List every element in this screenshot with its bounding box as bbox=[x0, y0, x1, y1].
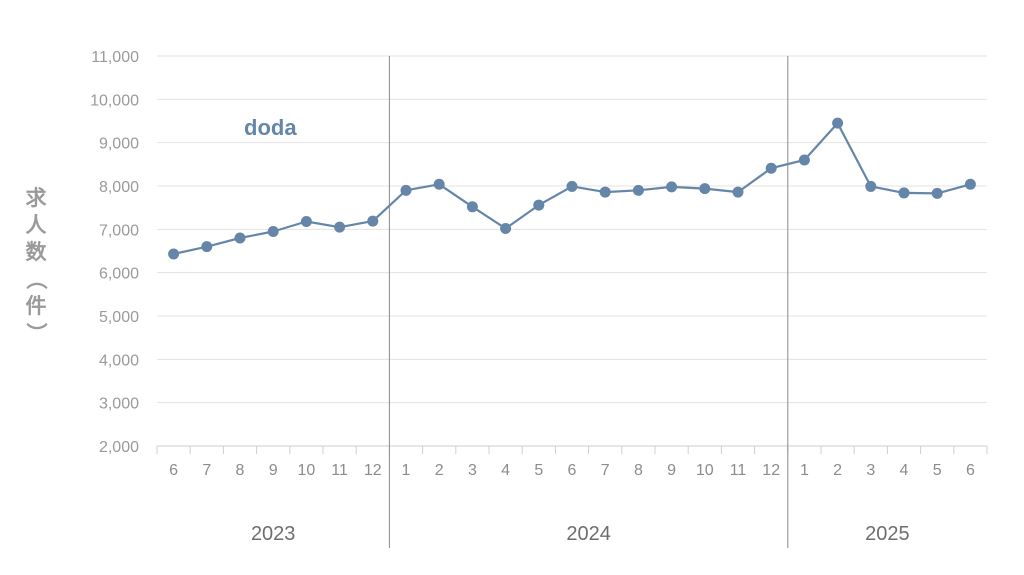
gridlines bbox=[157, 55, 987, 447]
data-point bbox=[765, 162, 777, 174]
x-tick-label: 8 bbox=[634, 462, 643, 479]
y-tick-labels: 2,000 3,000 4,000 5,000 6,000 7,000 8,000 9,000… bbox=[90, 49, 139, 456]
y-tick-label: 9,000 bbox=[99, 136, 139, 153]
x-tick-label: 5 bbox=[933, 462, 942, 479]
y-tick-label: 7,000 bbox=[99, 222, 139, 239]
x-tick-label: 1 bbox=[402, 462, 411, 479]
x-tick-label: 6 bbox=[966, 462, 975, 479]
year-label: 2024 bbox=[566, 523, 611, 545]
y-axis-label-char: （ bbox=[24, 269, 48, 290]
data-point bbox=[798, 154, 810, 166]
x-tick-label: 11 bbox=[730, 462, 747, 479]
x-tick-label: 9 bbox=[269, 462, 278, 479]
x-tick-label: 11 bbox=[331, 462, 348, 479]
data-point bbox=[300, 216, 312, 228]
y-tick-label: 10,000 bbox=[90, 92, 139, 109]
y-axis-label-char: 件 bbox=[26, 295, 47, 318]
year-labels: 2023 2024 2025 bbox=[251, 523, 910, 545]
y-tick-label: 4,000 bbox=[99, 352, 139, 369]
y-tick-label: 8,000 bbox=[99, 179, 139, 196]
y-axis-label-char: 求 bbox=[26, 187, 47, 210]
data-point bbox=[632, 184, 644, 196]
data-point bbox=[267, 226, 279, 237]
data-point bbox=[433, 178, 445, 190]
data-point bbox=[334, 221, 346, 233]
x-tick-label: 2 bbox=[833, 462, 842, 479]
year-label: 2025 bbox=[865, 523, 910, 545]
y-axis-label: 求人数 （ 件 ） bbox=[24, 187, 48, 344]
y-tick-label: 6,000 bbox=[99, 266, 139, 283]
x-tick-label: 7 bbox=[202, 462, 211, 479]
data-point bbox=[201, 241, 213, 253]
data-point bbox=[566, 180, 578, 192]
data-point bbox=[832, 117, 844, 129]
data-point bbox=[234, 232, 246, 244]
data-point bbox=[168, 248, 180, 260]
x-tick-label: 8 bbox=[236, 462, 245, 479]
data-point bbox=[466, 201, 478, 213]
y-axis-label-char: 人 bbox=[26, 214, 47, 237]
x-tick-label: 1 bbox=[800, 462, 809, 479]
data-point bbox=[599, 186, 611, 198]
x-tick-label: 12 bbox=[364, 462, 382, 479]
y-tick-label: 11,000 bbox=[91, 49, 139, 66]
y-tick-label: 3,000 bbox=[99, 396, 139, 413]
series-doda bbox=[168, 117, 976, 260]
x-tick-label: 6 bbox=[169, 462, 178, 479]
x-tick-label: 9 bbox=[667, 462, 676, 479]
x-tick-label: 2 bbox=[435, 462, 444, 479]
data-point bbox=[500, 222, 512, 234]
x-tick-label: 4 bbox=[501, 462, 510, 479]
data-point bbox=[666, 181, 678, 193]
y-axis-label-char: ） bbox=[24, 323, 48, 344]
year-label: 2023 bbox=[251, 523, 296, 545]
y-tick-label: 5,000 bbox=[99, 309, 139, 326]
axes bbox=[156, 56, 988, 548]
x-tick-label: 7 bbox=[601, 462, 610, 479]
data-point bbox=[699, 183, 711, 195]
x-tick-label: 10 bbox=[298, 462, 316, 479]
data-point bbox=[898, 187, 910, 199]
x-tick-label: 4 bbox=[900, 462, 909, 479]
data-point bbox=[367, 215, 379, 227]
data-point bbox=[732, 186, 744, 198]
data-point bbox=[400, 184, 412, 196]
y-tick-label: 2,000 bbox=[99, 439, 139, 456]
data-point bbox=[931, 187, 943, 199]
x-tick-label: 3 bbox=[866, 462, 875, 479]
data-point bbox=[533, 199, 545, 211]
x-tick-labels: 6 7 8 9 10 11 12 1 2 3 4 5 6 7 8 9 10 11 12 1 2 3 4 5 6 bbox=[169, 462, 975, 479]
x-tick-label: 3 bbox=[468, 462, 477, 479]
x-tick-label: 10 bbox=[696, 462, 714, 479]
series-label-doda: doda bbox=[244, 115, 297, 140]
data-point bbox=[865, 180, 877, 192]
x-tick-label: 5 bbox=[534, 462, 543, 479]
x-tick-label: 6 bbox=[568, 462, 577, 479]
data-point bbox=[964, 178, 976, 190]
y-axis-label-char: 数 bbox=[26, 241, 48, 264]
x-tick-label: 12 bbox=[762, 462, 780, 479]
